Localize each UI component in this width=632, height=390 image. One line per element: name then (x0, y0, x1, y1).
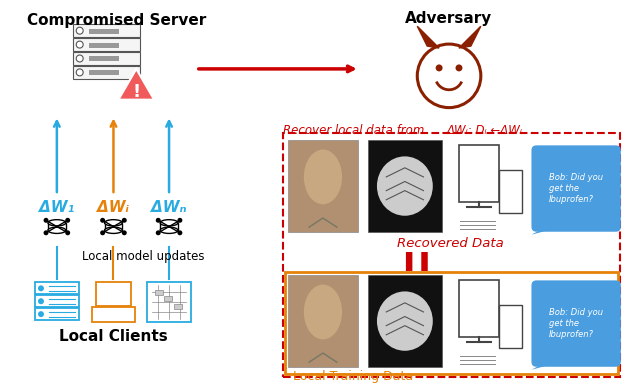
Bar (499, 305, 521, 349)
Text: ΔW₁: ΔW₁ (39, 200, 75, 215)
Ellipse shape (304, 285, 342, 339)
Bar (73, 38, 140, 51)
FancyBboxPatch shape (532, 280, 621, 367)
Ellipse shape (104, 220, 123, 226)
Circle shape (38, 311, 44, 317)
Bar (499, 170, 521, 213)
Bar (368, 275, 442, 367)
Circle shape (122, 218, 127, 223)
Text: Recover local data from: Recover local data from (283, 124, 428, 136)
Ellipse shape (377, 291, 433, 351)
Circle shape (44, 230, 49, 235)
Circle shape (435, 64, 442, 71)
Circle shape (65, 218, 70, 223)
Bar (73, 66, 140, 79)
Text: ❚❚: ❚❚ (401, 252, 433, 271)
Bar (459, 145, 499, 202)
Bar (285, 273, 618, 374)
Circle shape (155, 230, 161, 235)
Bar (459, 280, 499, 337)
Bar (48, 223, 66, 230)
Ellipse shape (48, 227, 66, 234)
Circle shape (76, 27, 83, 34)
Bar (147, 282, 191, 322)
Bar (164, 296, 172, 301)
Bar (288, 275, 358, 367)
Text: Recovered Data: Recovered Data (398, 237, 504, 250)
Bar (88, 43, 119, 48)
Circle shape (417, 44, 481, 108)
Circle shape (65, 230, 70, 235)
Circle shape (76, 55, 83, 62)
Ellipse shape (48, 220, 66, 226)
Polygon shape (532, 227, 561, 235)
Ellipse shape (160, 227, 178, 234)
Polygon shape (417, 26, 439, 48)
Circle shape (38, 285, 44, 291)
Circle shape (456, 64, 463, 71)
Bar (288, 140, 358, 232)
Circle shape (178, 218, 183, 223)
Circle shape (178, 230, 183, 235)
Bar (283, 133, 620, 377)
Text: ΔWᵢ: ΔWᵢ (97, 200, 130, 215)
Bar (88, 57, 119, 62)
Bar (35, 295, 79, 307)
Circle shape (100, 230, 105, 235)
Bar (155, 290, 163, 295)
Text: Local model updates: Local model updates (82, 250, 204, 262)
Bar (88, 29, 119, 34)
Bar (174, 304, 182, 309)
Bar (35, 308, 79, 320)
Text: Bob: Did you
get the
Ibuprofen?: Bob: Did you get the Ibuprofen? (549, 308, 603, 339)
Text: ΔWₙ: ΔWₙ (151, 200, 187, 215)
Text: Adversary: Adversary (405, 11, 493, 26)
Ellipse shape (160, 220, 178, 226)
Circle shape (122, 230, 127, 235)
Ellipse shape (304, 149, 342, 204)
Bar (92, 307, 135, 322)
Circle shape (38, 298, 44, 304)
Bar (88, 70, 119, 75)
Polygon shape (459, 26, 481, 48)
Text: Bob: Did you
get the
Ibuprofen?: Bob: Did you get the Ibuprofen? (549, 173, 603, 204)
Circle shape (76, 69, 83, 76)
Bar (104, 223, 123, 230)
Bar (35, 282, 79, 294)
Circle shape (76, 41, 83, 48)
Bar (457, 275, 526, 367)
Bar (160, 223, 178, 230)
Polygon shape (118, 69, 154, 100)
Bar (73, 24, 140, 37)
Polygon shape (532, 362, 561, 370)
Circle shape (100, 218, 105, 223)
Bar (368, 140, 442, 232)
Ellipse shape (104, 227, 123, 234)
Circle shape (44, 218, 49, 223)
Bar (73, 52, 140, 65)
Text: !: ! (132, 83, 140, 101)
FancyBboxPatch shape (532, 145, 621, 232)
Bar (96, 282, 131, 306)
Text: Local Training Data: Local Training Data (293, 370, 413, 383)
Ellipse shape (377, 156, 433, 216)
Text: Local Clients: Local Clients (59, 329, 168, 344)
Circle shape (155, 218, 161, 223)
Bar (457, 140, 526, 232)
Text: Compromised Server: Compromised Server (27, 13, 206, 28)
Text: ΔWᵢ: Dᵢ ←ΔWᵢ: ΔWᵢ: Dᵢ ←ΔWᵢ (447, 124, 523, 136)
